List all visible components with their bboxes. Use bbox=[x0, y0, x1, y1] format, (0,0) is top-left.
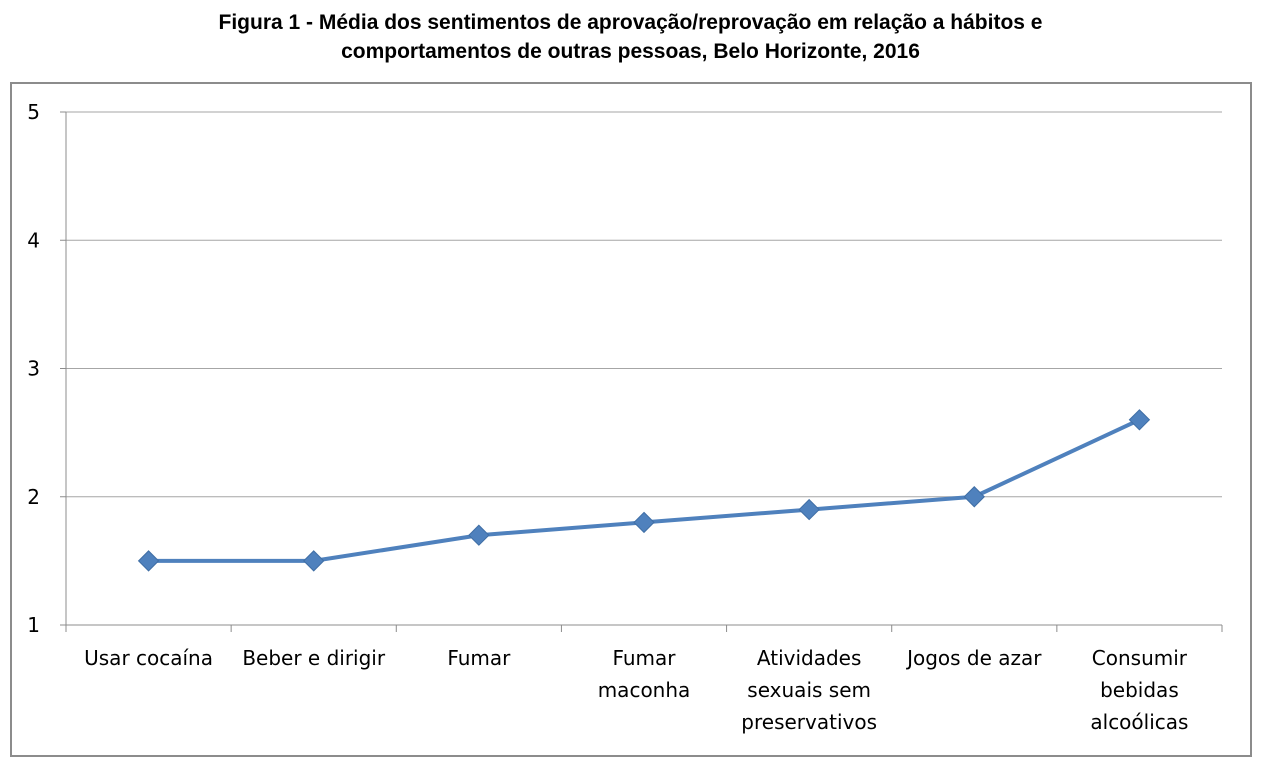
x-category-label: Fumar bbox=[447, 646, 511, 670]
y-tick-labels: 1 2 3 4 5 bbox=[27, 100, 40, 637]
x-category-label-line: sexuais sem bbox=[747, 678, 871, 702]
data-point-marker bbox=[137, 550, 160, 572]
y-tick-label-4: 4 bbox=[27, 228, 40, 252]
y-tick-label-1: 1 bbox=[27, 613, 40, 637]
figure-title: Figura 1 - Média dos sentimentos de apro… bbox=[0, 8, 1261, 66]
x-category-label-line: Atividades bbox=[757, 646, 862, 670]
x-category-label: Usar cocaína bbox=[84, 646, 213, 670]
x-category-label-line: Fumar bbox=[612, 646, 676, 670]
axes bbox=[60, 111, 1223, 632]
x-category-label: Fumar maconha bbox=[598, 646, 691, 702]
data-point-marker bbox=[633, 511, 655, 534]
y-tick-label-2: 2 bbox=[27, 485, 40, 509]
data-point-marker bbox=[468, 524, 490, 546]
y-tick-label-5: 5 bbox=[27, 100, 40, 124]
data-point-marker bbox=[1128, 409, 1151, 431]
series-line bbox=[146, 417, 1142, 563]
x-category-label-line: Consumir bbox=[1092, 646, 1188, 670]
x-category-label-line: Jogos de azar bbox=[905, 646, 1042, 670]
x-category-label-line: alcoólicas bbox=[1090, 710, 1188, 734]
y-tick-label-3: 3 bbox=[27, 357, 40, 381]
x-category-label: Beber e dirigir bbox=[242, 646, 386, 670]
data-series bbox=[137, 409, 1151, 572]
x-category-label-line: bebidas bbox=[1100, 678, 1179, 702]
x-category-label: Consumir bebidas alcoólicas bbox=[1090, 646, 1188, 734]
figure-title-line-1: Figura 1 - Média dos sentimentos de apro… bbox=[218, 11, 1043, 34]
x-category-label: Atividades sexuais sem preservativos bbox=[741, 646, 877, 734]
x-category-label-line: Beber e dirigir bbox=[242, 646, 386, 670]
data-point-marker bbox=[798, 498, 820, 521]
x-category-label-line: Fumar bbox=[447, 646, 511, 670]
data-point-marker bbox=[303, 550, 325, 572]
figure-title-line-2: comportamentos de outras pessoas, Belo H… bbox=[341, 40, 920, 63]
x-tick-labels: Usar cocaína Beber e dirigir Fumar Fumar mac… bbox=[84, 646, 1188, 734]
data-point-marker bbox=[963, 486, 985, 508]
x-category-label: Jogos de azar bbox=[905, 646, 1042, 670]
chart-frame bbox=[10, 82, 1252, 757]
gridlines bbox=[66, 111, 1222, 498]
x-category-label-line: maconha bbox=[598, 678, 691, 702]
x-category-label-line: preservativos bbox=[741, 710, 877, 734]
x-category-label-line: Usar cocaína bbox=[84, 646, 213, 670]
